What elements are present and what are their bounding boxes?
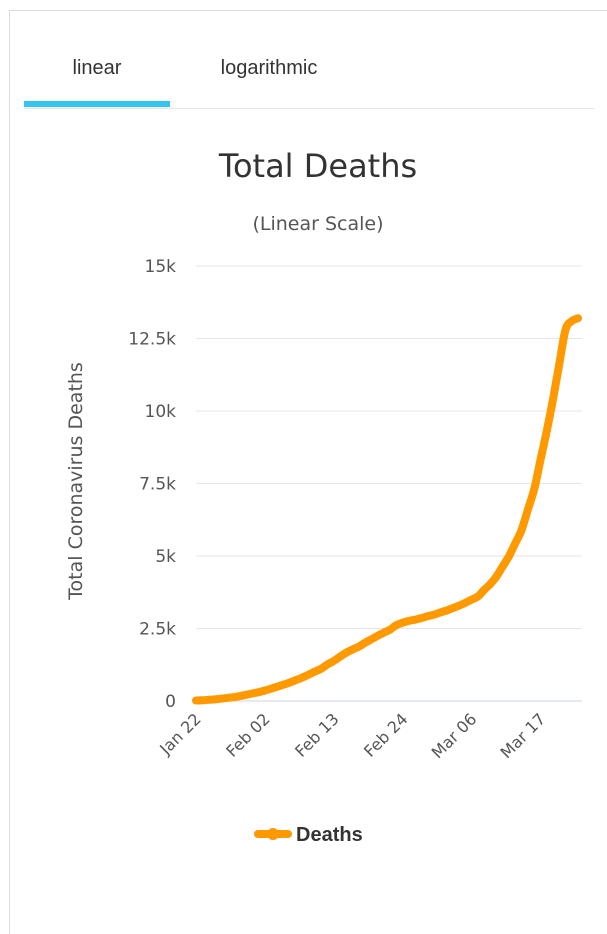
x-tick-label: Jan 22 <box>155 709 205 759</box>
legend-label: Deaths <box>296 824 363 846</box>
scale-tabs: linear logarithmic <box>24 48 594 109</box>
y-tick-label: 0 <box>165 692 176 712</box>
x-tick-label: Mar 17 <box>496 709 549 762</box>
active-tab-indicator <box>24 101 170 107</box>
x-tick-label: Feb 02 <box>222 709 273 760</box>
legend-symbol-marker <box>267 828 279 840</box>
chart-legend[interactable]: Deaths <box>254 824 363 846</box>
x-tick-label: Feb 24 <box>360 709 411 760</box>
tab-linear[interactable]: linear <box>72 57 122 79</box>
y-tick-label: 7.5k <box>139 475 176 495</box>
y-tick-label: 2.5k <box>139 620 176 640</box>
y-axis-label: Total Coronavirus Deaths <box>65 362 87 601</box>
chart-panel <box>9 10 607 934</box>
tab-logarithmic[interactable]: logarithmic <box>220 57 318 79</box>
y-tick-label: 10k <box>145 402 177 422</box>
y-tick-label: 5k <box>155 547 176 567</box>
x-tick-label: Mar 06 <box>428 709 481 762</box>
y-tick-label: 15k <box>145 257 177 277</box>
chart-title: Total Deaths <box>218 147 417 185</box>
x-tick-label: Feb 13 <box>291 709 342 760</box>
y-tick-label: 12.5k <box>128 330 176 350</box>
chart-subtitle: (Linear Scale) <box>252 213 383 235</box>
series-line-deaths[interactable] <box>192 314 582 705</box>
